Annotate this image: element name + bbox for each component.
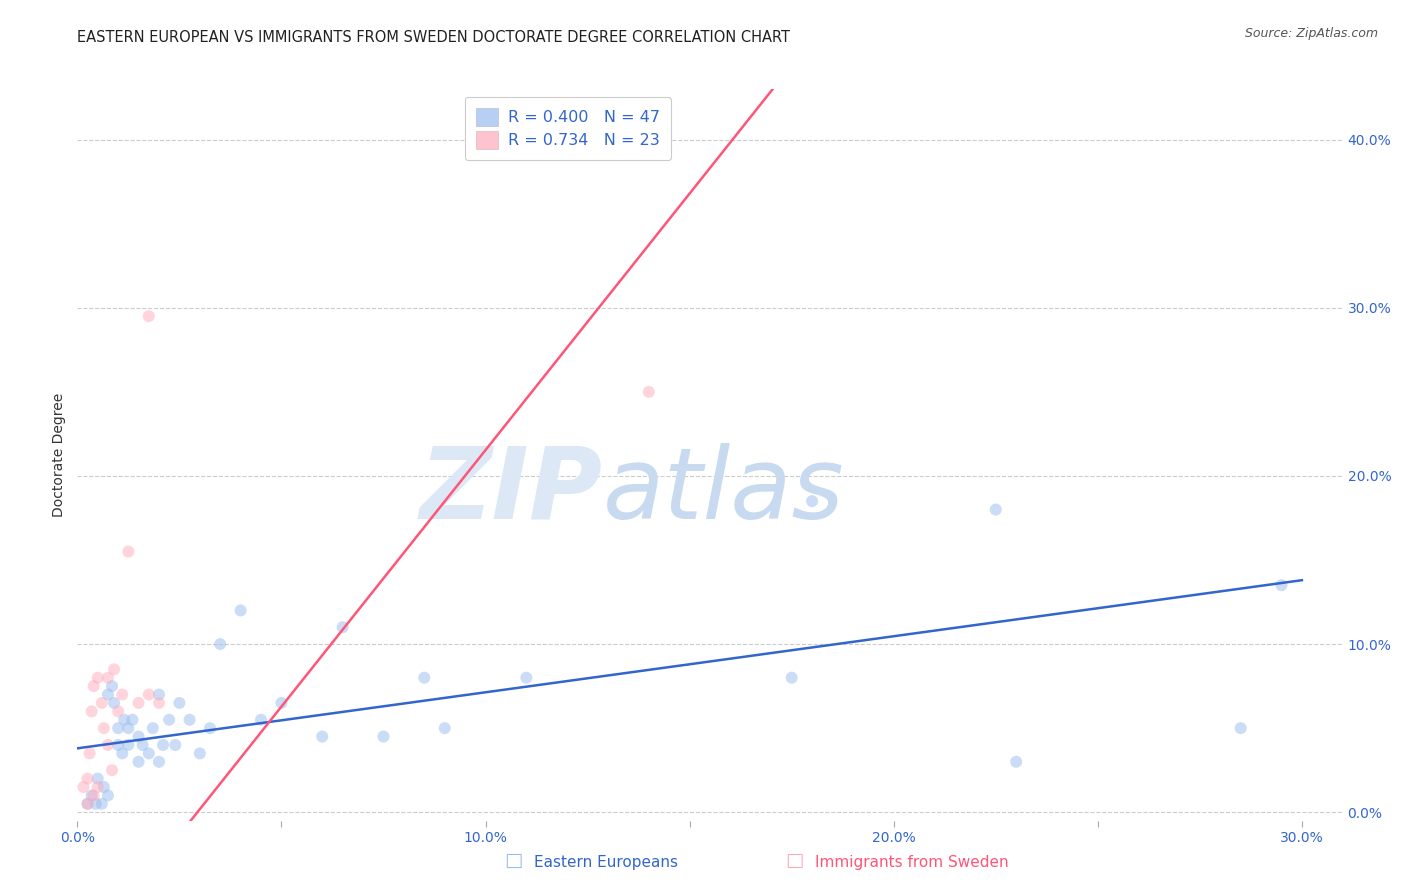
Point bbox=[128, 730, 150, 744]
Point bbox=[270, 696, 292, 710]
Point bbox=[188, 747, 211, 761]
Point bbox=[148, 755, 170, 769]
Point bbox=[87, 671, 110, 685]
Point bbox=[87, 772, 110, 786]
Text: Eastern Europeans: Eastern Europeans bbox=[534, 855, 678, 870]
Point bbox=[101, 763, 124, 777]
Point bbox=[1005, 755, 1028, 769]
Point bbox=[780, 671, 803, 685]
Point bbox=[984, 502, 1007, 516]
Point bbox=[107, 721, 129, 735]
Point bbox=[433, 721, 456, 735]
Point bbox=[198, 721, 221, 735]
Point bbox=[128, 755, 150, 769]
Point bbox=[80, 789, 103, 803]
Point bbox=[83, 789, 105, 803]
Point bbox=[80, 704, 103, 718]
Point bbox=[90, 797, 112, 811]
Point bbox=[103, 662, 125, 676]
Point bbox=[117, 738, 139, 752]
Point bbox=[107, 738, 129, 752]
Point bbox=[111, 688, 134, 702]
Point bbox=[90, 696, 112, 710]
Point bbox=[637, 384, 659, 399]
Point bbox=[93, 721, 115, 735]
Point bbox=[83, 679, 105, 693]
Point bbox=[112, 713, 135, 727]
Point bbox=[87, 780, 110, 794]
Point bbox=[138, 309, 160, 323]
Point bbox=[148, 696, 170, 710]
Point bbox=[138, 747, 160, 761]
Text: atlas: atlas bbox=[603, 443, 844, 540]
Point bbox=[117, 544, 139, 558]
Point bbox=[1229, 721, 1251, 735]
Point bbox=[76, 797, 98, 811]
Point bbox=[142, 721, 165, 735]
Point bbox=[165, 738, 187, 752]
Point bbox=[138, 688, 160, 702]
Point bbox=[131, 738, 153, 752]
Text: □: □ bbox=[785, 851, 804, 870]
Point bbox=[250, 713, 273, 727]
Text: Immigrants from Sweden: Immigrants from Sweden bbox=[815, 855, 1010, 870]
Point bbox=[169, 696, 191, 710]
Point bbox=[179, 713, 201, 727]
Y-axis label: Doctorate Degree: Doctorate Degree bbox=[52, 392, 66, 517]
Point bbox=[148, 688, 170, 702]
Point bbox=[121, 713, 143, 727]
Text: ZIP: ZIP bbox=[419, 443, 603, 540]
Text: □: □ bbox=[503, 851, 523, 870]
Point bbox=[128, 696, 150, 710]
Point bbox=[311, 730, 333, 744]
Point bbox=[76, 797, 98, 811]
Legend: R = 0.400   N = 47, R = 0.734   N = 23: R = 0.400 N = 47, R = 0.734 N = 23 bbox=[465, 97, 671, 160]
Point bbox=[84, 797, 107, 811]
Point bbox=[101, 679, 124, 693]
Point bbox=[209, 637, 232, 651]
Point bbox=[97, 688, 120, 702]
Point bbox=[107, 704, 129, 718]
Point bbox=[97, 738, 120, 752]
Text: EASTERN EUROPEAN VS IMMIGRANTS FROM SWEDEN DOCTORATE DEGREE CORRELATION CHART: EASTERN EUROPEAN VS IMMIGRANTS FROM SWED… bbox=[77, 29, 790, 45]
Point bbox=[103, 696, 125, 710]
Point bbox=[152, 738, 174, 752]
Point bbox=[111, 747, 134, 761]
Point bbox=[413, 671, 436, 685]
Point bbox=[157, 713, 180, 727]
Point bbox=[76, 772, 98, 786]
Point bbox=[79, 747, 101, 761]
Point bbox=[97, 789, 120, 803]
Point bbox=[332, 620, 354, 634]
Point bbox=[93, 780, 115, 794]
Point bbox=[117, 721, 139, 735]
Point bbox=[72, 780, 94, 794]
Point bbox=[801, 494, 824, 508]
Point bbox=[515, 671, 537, 685]
Point bbox=[373, 730, 395, 744]
Point bbox=[1270, 578, 1292, 592]
Point bbox=[229, 603, 252, 617]
Text: Source: ZipAtlas.com: Source: ZipAtlas.com bbox=[1244, 27, 1378, 40]
Point bbox=[97, 671, 120, 685]
